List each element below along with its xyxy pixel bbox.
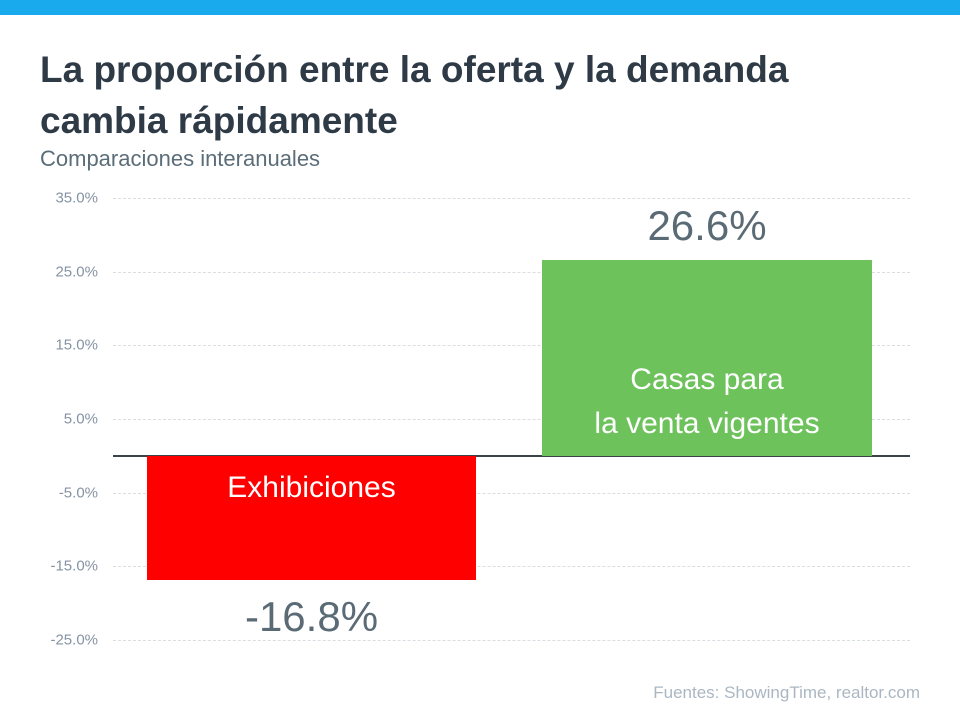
bar-category-label: la venta vigentes [594, 406, 820, 440]
gridline [113, 419, 910, 420]
gridline [113, 640, 910, 641]
bar-category-label: Exhibiciones [227, 470, 396, 504]
y-axis-tick-label: 5.0% [63, 410, 98, 428]
gridline [113, 566, 910, 568]
chart-subtitle: Comparaciones interanuales [40, 146, 321, 171]
y-axis-tick-label: 35.0% [55, 189, 98, 207]
gridline [113, 345, 910, 347]
bar-positive: Casas para la venta vigentes [542, 259, 872, 456]
y-axis-tick-label: 25.0% [55, 263, 98, 281]
chart-title-line1: La proporción entre la oferta y la deman… [40, 49, 789, 90]
zero-axis-line [113, 454, 910, 457]
chart-title-line2: cambia rápidamente [40, 100, 398, 141]
chart-title: La proporción entre la oferta y la deman… [40, 44, 920, 146]
y-axis-tick-label: -5.0% [58, 484, 98, 502]
top-accent-bar [0, 0, 960, 15]
bar-value-label: -16.8% [244, 592, 379, 640]
y-axis-tick-label: -15.0% [50, 557, 98, 575]
gridline [113, 271, 910, 273]
bar-negative: Exhibiciones [147, 455, 476, 580]
y-axis-tick-label: 15.0% [55, 336, 98, 354]
gridline [113, 492, 910, 494]
y-axis-tick-label: -25.0% [50, 631, 98, 649]
gridline [113, 198, 910, 199]
bar-value-label: 26.6% [647, 201, 767, 249]
source-attribution: Fuentes: ShowingTime, realtor.com [653, 683, 920, 702]
bar-category-label: Casas para [630, 362, 784, 396]
